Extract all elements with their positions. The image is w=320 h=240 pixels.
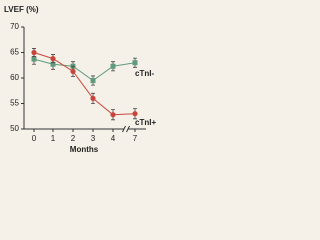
marker — [50, 56, 56, 62]
y-tick-label: 55 — [10, 99, 19, 108]
marker — [50, 61, 56, 67]
marker — [90, 78, 96, 84]
y-tick-label: 65 — [10, 48, 19, 57]
series-line — [33, 58, 136, 82]
y-axis-label: LVEF (%) — [4, 5, 39, 14]
marker — [132, 60, 138, 66]
marker — [110, 112, 116, 118]
x-tick-label: 7 — [133, 134, 138, 143]
x-axis-label: Months — [70, 145, 99, 154]
axis-break-gap — [124, 127, 128, 131]
y-tick-label: 70 — [10, 22, 19, 31]
marker — [70, 68, 76, 74]
x-tick-label: 1 — [51, 134, 56, 143]
series-label: cTnI+ — [135, 118, 156, 127]
marker — [110, 63, 116, 69]
chart: LVEF (%) Months 50 55 60 65 70 0 1 2 3 4 7 cTnI-cTn… — [4, 5, 156, 154]
marker — [90, 95, 96, 101]
marker — [132, 111, 138, 117]
marker — [31, 49, 37, 56]
page: {"chart_data":{"type":"line","y_label":"… — [4, 5, 157, 155]
series-line — [33, 52, 136, 116]
axis-break — [122, 125, 126, 133]
axis-break — [126, 125, 130, 133]
x-tick-label: 3 — [91, 134, 96, 143]
series-label: cTnI- — [135, 69, 154, 78]
marker — [31, 56, 37, 62]
y-tick-label: 50 — [10, 124, 19, 133]
x-tick-label: 2 — [71, 134, 76, 143]
y-tick-label: 60 — [10, 73, 19, 82]
x-tick-label: 4 — [111, 134, 116, 143]
x-tick-label: 0 — [32, 134, 37, 143]
